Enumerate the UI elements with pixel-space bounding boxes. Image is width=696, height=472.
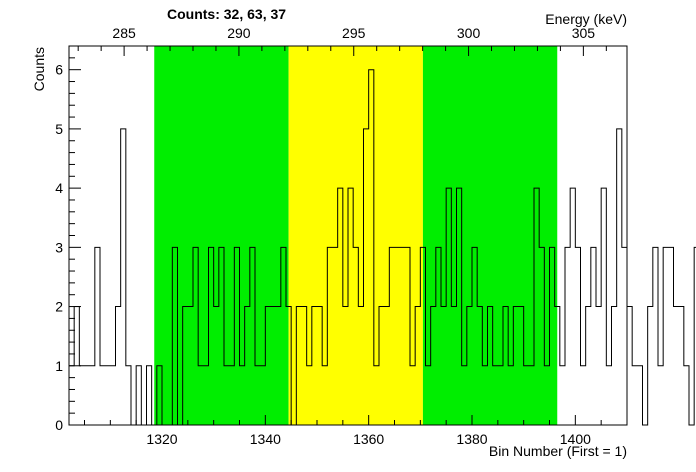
top-axis-label: Energy (keV)	[545, 11, 627, 27]
top-tick-label: 305	[572, 25, 596, 41]
left-axis-ticks: 0 1 2 3 4 5 6	[55, 45, 81, 433]
chart-title: Counts: 32, 63, 37	[167, 6, 286, 22]
top-axis-ticks: 285 290 295 300 305	[77, 25, 607, 56]
y-tick-label: 6	[55, 62, 63, 78]
x-axis-label: Bin Number (First = 1)	[489, 443, 627, 459]
region-left-background	[154, 46, 289, 425]
x-tick-label: 1380	[456, 431, 487, 447]
region-right-background	[422, 46, 558, 425]
y-tick-label: 3	[55, 239, 63, 255]
y-tick-label: 4	[55, 180, 63, 196]
y-tick-label: 1	[55, 358, 63, 374]
region-peak	[288, 46, 423, 425]
top-tick-label: 285	[112, 25, 136, 41]
highlight-regions	[154, 46, 558, 425]
x-tick-label: 1400	[560, 431, 591, 447]
y-axis-label: Counts	[31, 47, 47, 91]
y-tick-label: 2	[55, 299, 63, 315]
bottom-axis-ticks: 1320 1340 1360 1380 1400	[84, 415, 628, 447]
y-tick-label: 0	[55, 417, 63, 433]
x-tick-label: 1360	[353, 431, 384, 447]
x-tick-label: 1340	[250, 431, 281, 447]
y-tick-label: 5	[55, 121, 63, 137]
top-tick-label: 290	[227, 25, 251, 41]
top-tick-label: 300	[457, 25, 481, 41]
histogram-line	[69, 69, 696, 426]
top-tick-label: 295	[342, 25, 366, 41]
x-tick-label: 1320	[146, 431, 177, 447]
